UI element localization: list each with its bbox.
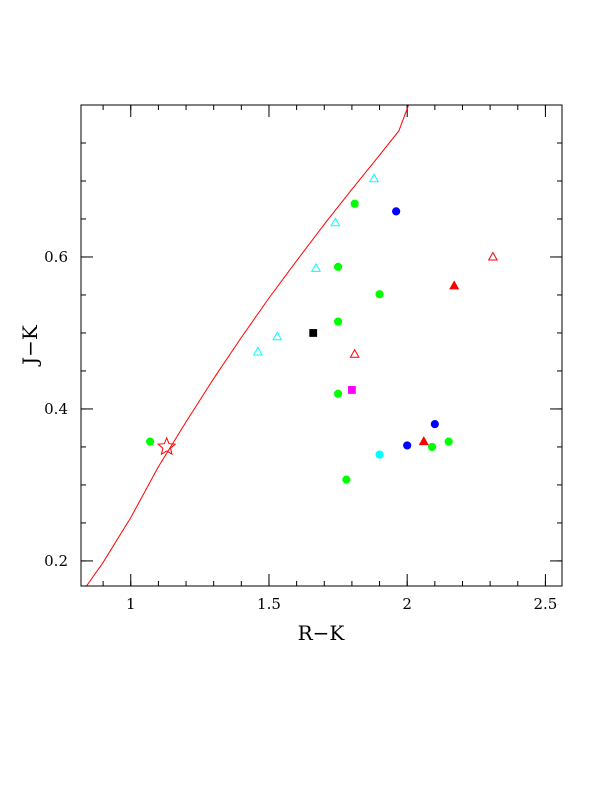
x-tick-label: 1 bbox=[126, 595, 136, 613]
blue-circle-point bbox=[430, 420, 439, 429]
cyan-triangle-point bbox=[368, 173, 380, 183]
cyan-circle-point bbox=[375, 450, 384, 459]
green-circle-point bbox=[342, 475, 351, 484]
cyan-triangle-point bbox=[330, 217, 341, 227]
red-triangle-point bbox=[418, 436, 429, 446]
plot-frame bbox=[80, 104, 563, 587]
blue-circle-point bbox=[392, 207, 401, 216]
red-triangle-point bbox=[349, 348, 360, 358]
red-triangle-point bbox=[487, 251, 498, 261]
green-circle-point bbox=[146, 437, 155, 446]
y-axis-title: J−K bbox=[18, 324, 42, 367]
cyan-triangle-point bbox=[272, 331, 283, 341]
cyan-triangle-point bbox=[252, 346, 263, 356]
black-square-point bbox=[309, 329, 318, 337]
x-tick-label: 2 bbox=[402, 595, 412, 613]
green-circle-point bbox=[333, 317, 343, 326]
x-axis-title: R−K bbox=[298, 621, 346, 645]
data-markers bbox=[146, 173, 498, 484]
green-circle-point bbox=[333, 389, 343, 398]
model-curve bbox=[86, 104, 410, 587]
x-tick-label: 2.5 bbox=[533, 595, 557, 613]
tick-labels: 1 1.5 2 2.5 0.2 0.4 0.6 bbox=[44, 248, 557, 613]
magenta-square-point bbox=[348, 386, 356, 394]
blue-circle-point bbox=[403, 441, 412, 450]
x-tick-label: 1.5 bbox=[257, 595, 281, 613]
green-circle-point bbox=[444, 437, 453, 446]
y-tick-label: 0.4 bbox=[44, 400, 68, 418]
major-ticks bbox=[81, 105, 562, 586]
cyan-triangle-point bbox=[310, 262, 322, 272]
green-circle-point bbox=[350, 199, 359, 208]
green-circle-point bbox=[333, 262, 343, 271]
minor-ticks bbox=[81, 104, 562, 586]
green-circle-point bbox=[375, 290, 384, 299]
y-tick-label: 0.2 bbox=[44, 552, 68, 570]
red-star-point bbox=[156, 436, 177, 456]
green-circle-point bbox=[427, 442, 437, 452]
y-tick-label: 0.6 bbox=[44, 248, 68, 266]
red-triangle-point bbox=[449, 280, 460, 290]
